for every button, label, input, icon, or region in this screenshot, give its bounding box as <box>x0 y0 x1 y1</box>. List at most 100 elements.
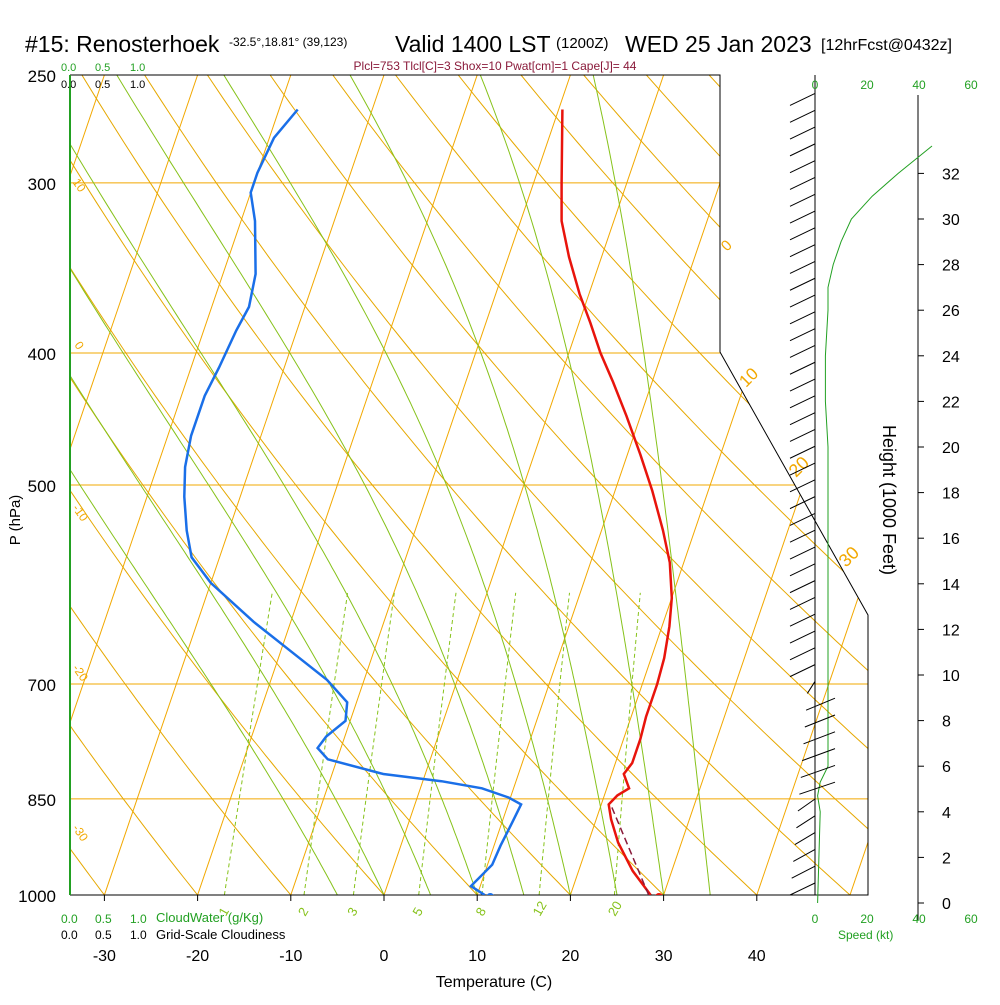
background-grid <box>0 75 1000 895</box>
temperature-tick-label: 30 <box>655 948 673 965</box>
svg-text:1.0: 1.0 <box>130 79 145 91</box>
isotherm-label: 10 <box>70 176 89 195</box>
wind-barb <box>798 799 815 811</box>
height-tick-label: 6 <box>942 759 951 776</box>
speed-tick-label-bottom: 0 <box>812 912 819 926</box>
wind-barb <box>790 547 815 559</box>
wind-barb <box>802 749 835 761</box>
cloudiness-label: Grid-Scale Cloudiness <box>156 927 286 942</box>
wind-barb <box>790 228 815 240</box>
height-tick-label: 0 <box>942 896 951 913</box>
wind-barb <box>790 581 815 593</box>
temperature-tick-label: 40 <box>748 948 766 965</box>
wind-barb <box>790 429 815 441</box>
svg-text:0.0: 0.0 <box>61 79 76 91</box>
svg-text:0.5: 0.5 <box>95 62 110 74</box>
height-tick-label: 10 <box>942 668 960 685</box>
wind-barb <box>790 329 815 341</box>
temperature-line <box>562 110 672 896</box>
mixing-ratio-line <box>304 593 348 895</box>
height-tick-label: 26 <box>942 303 960 320</box>
temperature-tick-label: -20 <box>186 948 209 965</box>
wind-barb <box>790 883 815 895</box>
wind-barb <box>790 564 815 576</box>
height-tick-label: 24 <box>942 349 960 366</box>
x-axis-title: Temperature (C) <box>436 974 552 991</box>
speed-tick-label-top: 60 <box>964 78 978 92</box>
mixing-ratio-line <box>353 593 394 895</box>
isotherm-label: -10 <box>70 502 92 525</box>
wind-barb <box>790 245 815 257</box>
dewpoint-line <box>184 110 521 896</box>
wind-barb <box>790 312 815 324</box>
height-tick-label: 2 <box>942 850 951 867</box>
svg-text:1.0: 1.0 <box>130 62 145 74</box>
wind-barb <box>790 177 815 189</box>
surface-temperature-marker <box>655 893 663 901</box>
pressure-tick-label: 850 <box>28 791 56 810</box>
pressure-tick-label: 700 <box>28 676 56 695</box>
wind-barb <box>790 261 815 273</box>
valid-date: WED 25 Jan 2023 <box>625 31 812 57</box>
wind-barb <box>790 513 815 525</box>
mixing-ratio-label: 12 <box>530 898 550 918</box>
wind-speed-line <box>818 146 932 903</box>
temperature-tick-label: -10 <box>279 948 302 965</box>
mixing-ratio-label: 20 <box>605 898 625 918</box>
speed-tick-label-top: 40 <box>912 78 926 92</box>
mixing-ratio-label: 3 <box>344 905 361 919</box>
svg-text:0.0: 0.0 <box>61 62 76 74</box>
mixing-ratio-line <box>224 593 272 895</box>
stability-indices: Plcl=753 Tlcl[C]=3 Shox=10 Pwat[cm]=1 Ca… <box>354 59 637 73</box>
wind-barb <box>805 715 835 727</box>
speed-tick-label-top: 0 <box>812 78 819 92</box>
utc-time: (1200Z) <box>556 35 609 52</box>
wind-barb <box>790 211 815 223</box>
height-tick-label: 12 <box>942 622 960 639</box>
svg-text:0.0: 0.0 <box>61 912 78 926</box>
pressure-tick-label: 250 <box>28 67 56 86</box>
height-tick-label: 4 <box>942 805 951 822</box>
wind-barb <box>790 631 815 643</box>
wind-barb <box>796 816 815 828</box>
height-tick-label: 20 <box>942 440 960 457</box>
dry-adiabat <box>835 75 1000 895</box>
speed-tick-label-bottom: 40 <box>912 912 926 926</box>
speed-tick-label-top: 20 <box>860 78 874 92</box>
wind-barb <box>790 295 815 307</box>
top-scale-cloudwater: 0.0 0.5 1.0 <box>61 62 145 74</box>
svg-text:0.5: 0.5 <box>95 912 112 926</box>
wind-barb <box>790 396 815 408</box>
speed-tick-label-bottom: 60 <box>964 912 978 926</box>
speed-axis-title: Speed (kt) <box>838 928 893 942</box>
pressure-tick-label: 300 <box>28 175 56 194</box>
height-tick-label: 18 <box>942 486 960 503</box>
wind-barb <box>790 144 815 156</box>
temperature-tick-label: -30 <box>93 948 116 965</box>
wind-barb <box>790 278 815 290</box>
parcel-line <box>611 804 649 895</box>
svg-text:0.0: 0.0 <box>61 928 78 942</box>
pressure-tick-label: 1000 <box>18 887 56 906</box>
wind-barb <box>799 782 835 794</box>
wind-barb <box>790 648 815 660</box>
wind-barb <box>790 480 815 492</box>
wind-barb <box>790 413 815 425</box>
dry-adiabat <box>960 75 1000 895</box>
wind-barb <box>804 732 835 744</box>
cloudwater-label: CloudWater (g/Kg) <box>156 910 263 925</box>
wind-barb <box>793 849 815 861</box>
svg-text:1.0: 1.0 <box>130 912 147 926</box>
wind-barb <box>790 110 815 122</box>
isotherm-label: 0 <box>72 339 87 353</box>
temperature-tick-label: 0 <box>380 948 389 965</box>
mixing-ratio-label: 2 <box>295 905 312 919</box>
pressure-tick-label: 500 <box>28 477 56 496</box>
svg-text:1.0: 1.0 <box>130 928 147 942</box>
station-location: -32.5°,18.81° (39,123) <box>229 35 347 49</box>
forecast-info: [12hrFcst@0432z] <box>821 37 952 54</box>
